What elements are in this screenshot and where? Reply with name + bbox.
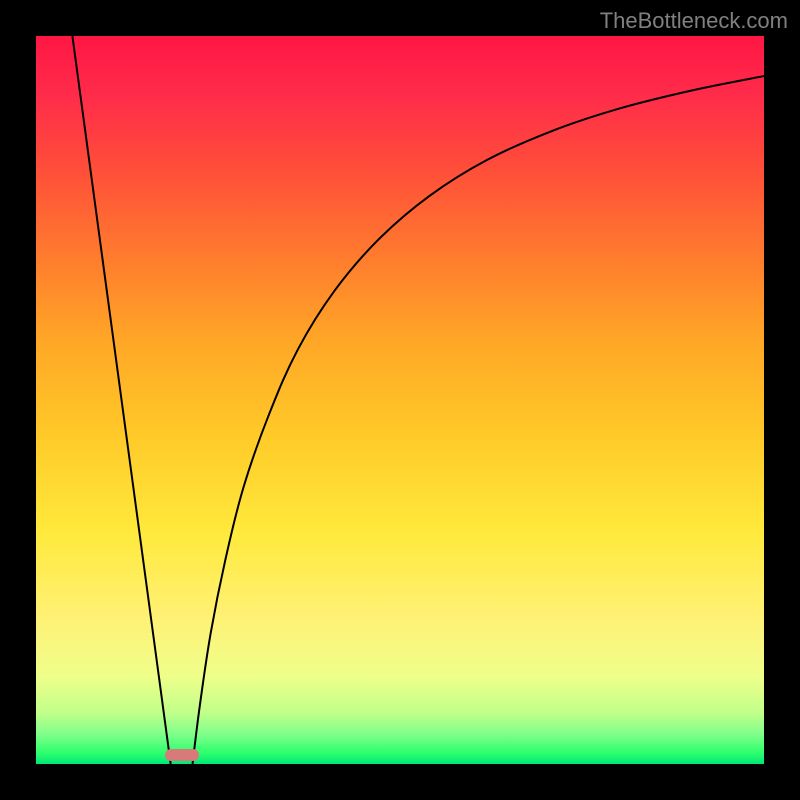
watermark-text: TheBottleneck.com (600, 8, 788, 34)
valley-marker (165, 749, 199, 761)
plot-area (36, 36, 764, 764)
chart-container: TheBottleneck.com (0, 0, 800, 800)
left-line-segment (72, 36, 170, 764)
curve-layer (36, 36, 764, 764)
right-curve-segment (193, 76, 764, 764)
